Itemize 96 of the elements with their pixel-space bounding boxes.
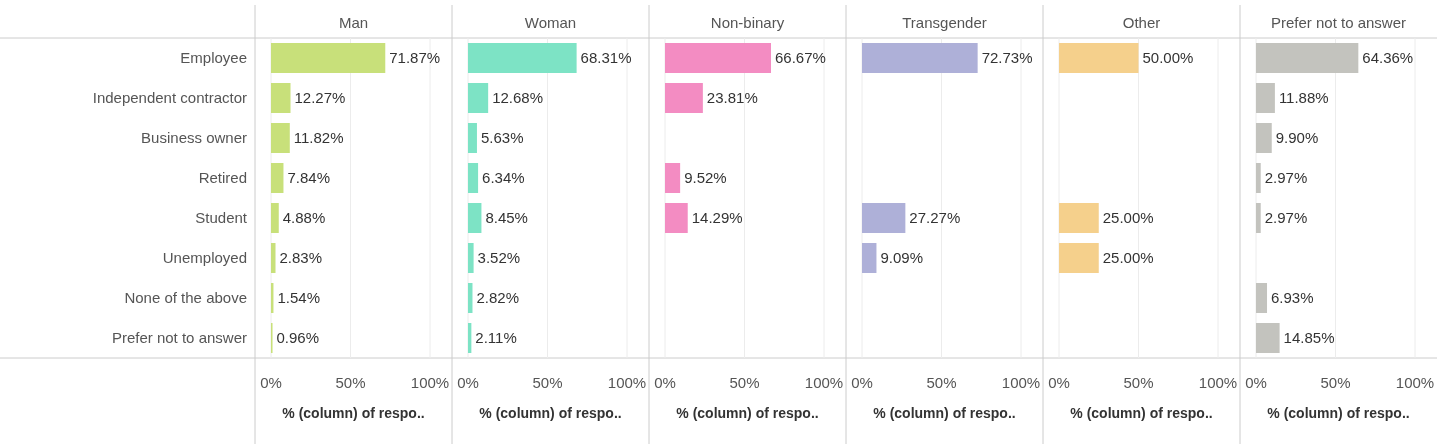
data-label: 2.82% <box>476 289 520 307</box>
data-label: 3.52% <box>477 249 521 267</box>
data-label: 23.81% <box>706 89 758 107</box>
data-label: 14.29% <box>691 209 743 227</box>
x-tick-label: 0% <box>1245 374 1267 391</box>
data-label: 4.88% <box>282 209 326 227</box>
bar <box>1256 203 1261 233</box>
data-label: 6.93% <box>1271 289 1314 307</box>
bar <box>468 203 482 233</box>
bar <box>665 83 703 113</box>
data-label: 0.96% <box>276 329 320 347</box>
y-tick-label: None of the above <box>124 289 247 307</box>
x-tick-label: 0% <box>851 374 873 391</box>
bar <box>468 163 479 193</box>
data-label: 7.84% <box>287 169 331 187</box>
bar <box>1256 123 1272 153</box>
data-label: 2.97% <box>1264 209 1308 227</box>
x-tick-label: 0% <box>260 374 282 391</box>
x-axis-title: % (column) of respo.. <box>676 405 819 421</box>
data-label: 9.90% <box>1275 129 1319 147</box>
bar <box>271 203 279 233</box>
data-label: 11.82% <box>293 129 344 147</box>
data-label: 6.34% <box>482 169 525 187</box>
data-label: 68.31% <box>580 49 632 67</box>
y-tick-label: Prefer not to answer <box>111 329 247 347</box>
bar <box>468 123 477 153</box>
bar <box>468 243 474 273</box>
data-label: 50.00% <box>1142 49 1194 67</box>
chart-title: Non-binary <box>710 14 785 31</box>
chart-title: Woman <box>524 14 577 31</box>
x-tick-label: 100% <box>1395 374 1435 391</box>
bar <box>665 203 688 233</box>
data-label: 8.45% <box>485 209 528 227</box>
bar <box>665 43 772 73</box>
x-tick-label: 100% <box>804 374 844 391</box>
data-label: 1.54% <box>277 289 320 307</box>
bar <box>665 163 681 193</box>
bar <box>271 43 386 73</box>
x-tick-label: 50% <box>532 374 563 391</box>
x-tick-label: 50% <box>335 374 366 391</box>
chart-title: Man <box>338 14 369 31</box>
data-label: 64.36% <box>1362 49 1414 67</box>
bar <box>271 163 284 193</box>
data-label: 14.85% <box>1283 329 1335 347</box>
x-tick-label: 50% <box>926 374 957 391</box>
y-tick-label: Employee <box>180 49 247 67</box>
x-tick-label: 100% <box>410 374 450 391</box>
bar <box>271 83 291 113</box>
x-tick-label: 50% <box>1320 374 1351 391</box>
bar <box>862 43 978 73</box>
data-label: 71.87% <box>389 49 441 67</box>
data-label: 11.88% <box>1278 89 1329 107</box>
data-label: 12.27% <box>294 89 346 107</box>
x-tick-label: 50% <box>729 374 760 391</box>
bar <box>1256 283 1268 313</box>
data-label: 5.63% <box>480 129 524 147</box>
bar <box>1256 163 1261 193</box>
y-tick-label: Unemployed <box>162 249 247 267</box>
x-tick-label: 0% <box>1048 374 1070 391</box>
x-tick-label: 100% <box>1001 374 1041 391</box>
y-tick-label: Student <box>195 209 248 227</box>
x-axis-title: % (column) of respo.. <box>282 405 425 421</box>
data-label: 2.97% <box>1264 169 1308 187</box>
x-tick-label: 100% <box>607 374 647 391</box>
y-tick-label: Retired <box>198 169 247 187</box>
bar <box>271 123 290 153</box>
x-axis-title: % (column) of respo.. <box>1070 405 1213 421</box>
chart-title: Other <box>1122 14 1161 31</box>
chart-title: Transgender <box>902 14 987 31</box>
data-label: 66.67% <box>775 49 826 67</box>
x-axis-title: % (column) of respo.. <box>1267 405 1410 421</box>
data-label: 9.09% <box>880 249 923 267</box>
x-tick-label: 0% <box>457 374 479 391</box>
data-label: 12.68% <box>492 89 544 107</box>
data-label: 27.27% <box>909 209 961 227</box>
data-label: 9.52% <box>684 169 727 187</box>
chart-title: Prefer not to answer <box>1270 14 1407 31</box>
x-axis-title: % (column) of respo.. <box>873 405 1016 421</box>
bar <box>862 203 906 233</box>
data-label: 25.00% <box>1102 249 1154 267</box>
bar <box>1256 43 1359 73</box>
y-tick-label: Business owner <box>141 129 247 147</box>
data-label: 25.00% <box>1102 209 1154 227</box>
x-tick-label: 50% <box>1123 374 1154 391</box>
x-axis-title: % (column) of respo.. <box>479 405 622 421</box>
bar <box>1256 83 1275 113</box>
data-label: 2.11% <box>475 329 517 347</box>
x-tick-label: 100% <box>1198 374 1238 391</box>
bar <box>468 83 489 113</box>
data-label: 72.73% <box>981 49 1033 67</box>
bar <box>1256 323 1280 353</box>
bar <box>862 243 877 273</box>
bar <box>468 43 577 73</box>
y-tick-label: Independent contractor <box>92 89 247 107</box>
data-label: 2.83% <box>279 249 323 267</box>
x-tick-label: 0% <box>654 374 676 391</box>
